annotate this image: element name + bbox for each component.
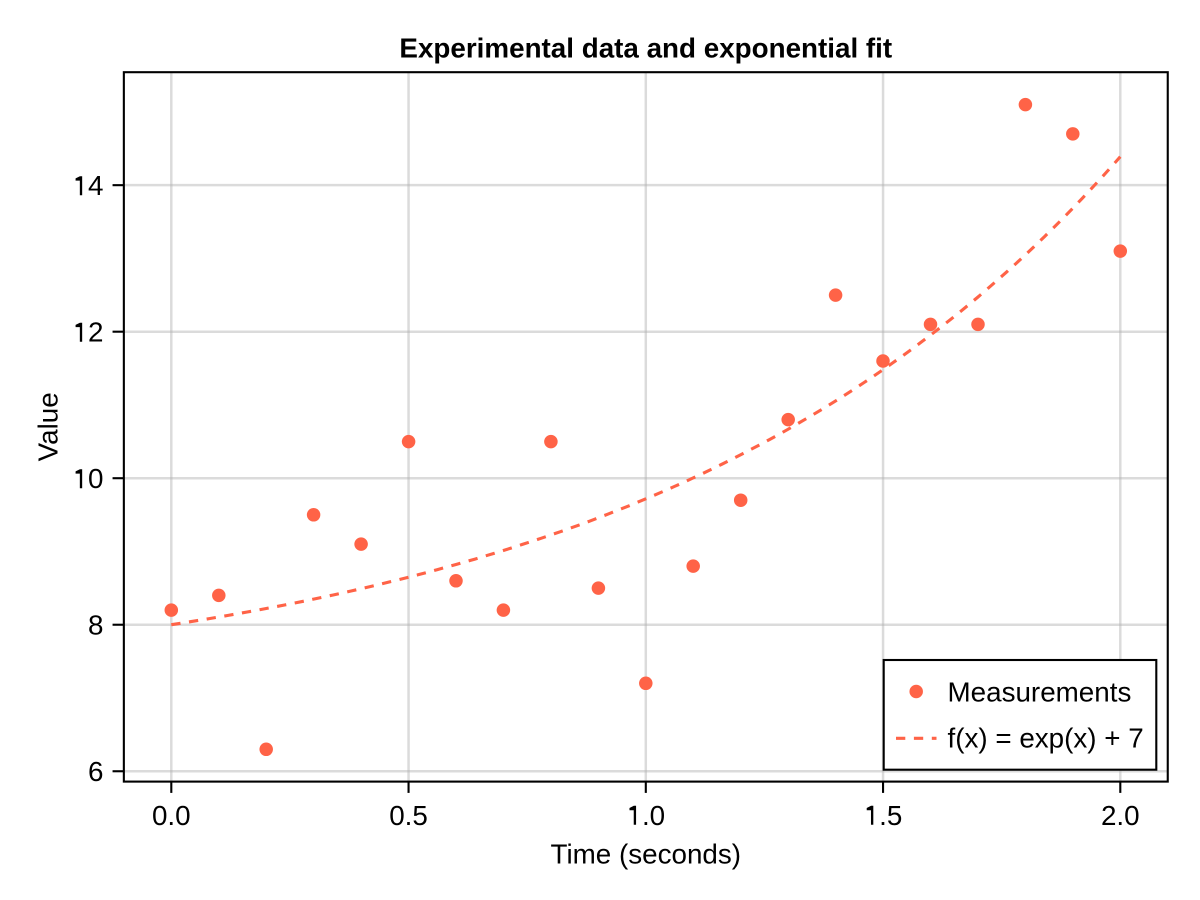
svg-text:f(x) = exp(x) + 7: f(x) = exp(x) + 7 [948, 723, 1144, 754]
svg-text:0.0: 0.0 [152, 800, 191, 831]
svg-text:Experimental data and exponent: Experimental data and exponential fit [399, 33, 892, 64]
svg-text:0.5: 0.5 [389, 800, 428, 831]
svg-text:Value: Value [32, 392, 63, 461]
svg-text:Measurements: Measurements [948, 677, 1132, 708]
svg-text:.5: .5 [879, 800, 902, 831]
svg-text:8: 8 [88, 610, 103, 641]
svg-text:6: 6 [88, 756, 103, 787]
svg-text:2.0: 2.0 [1101, 800, 1140, 831]
svg-text:2: 2 [88, 317, 103, 348]
svg-text:0: 0 [88, 463, 103, 494]
svg-text:4: 4 [88, 170, 103, 201]
svg-text:Time (seconds): Time (seconds) [551, 839, 742, 870]
svg-text:.0: .0 [642, 800, 665, 831]
